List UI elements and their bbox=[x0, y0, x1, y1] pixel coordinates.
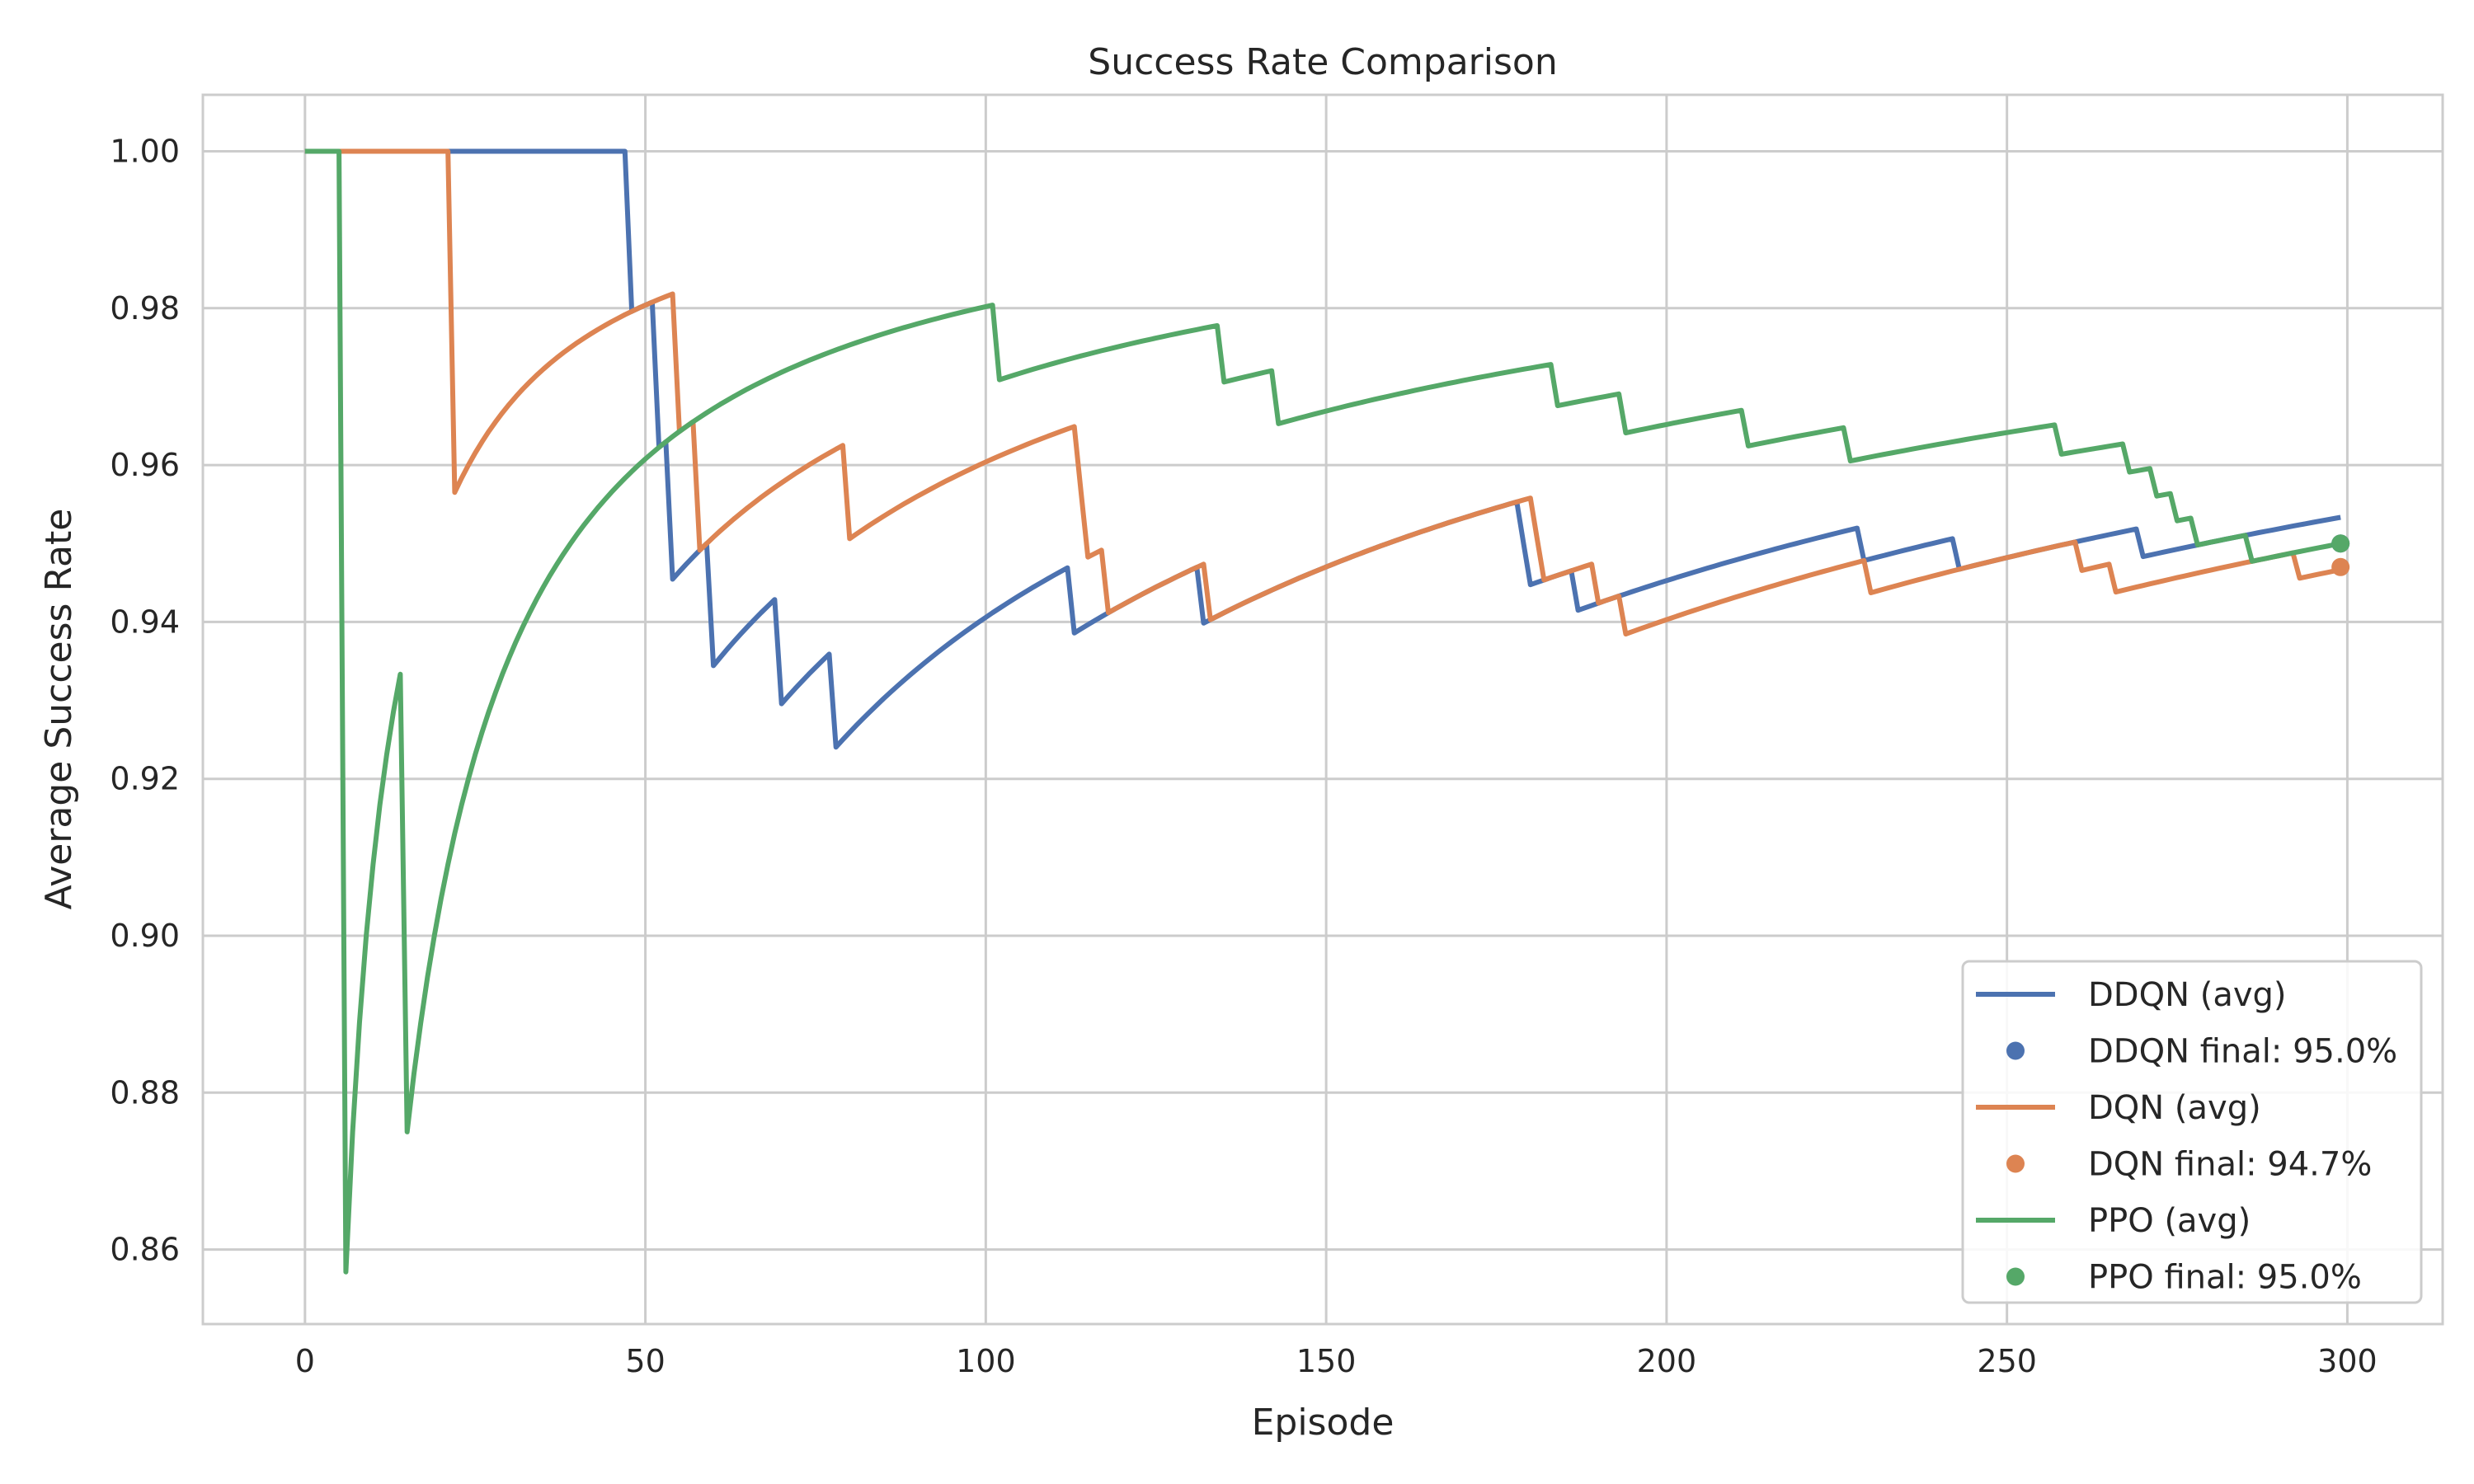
legend-marker-swatch-ppo bbox=[2006, 1267, 2025, 1286]
legend-label: PPO final: 95.0% bbox=[2088, 1259, 2362, 1297]
legend-label: DDQN final: 95.0% bbox=[2088, 1033, 2397, 1071]
y-tick-label: 0.98 bbox=[110, 290, 180, 326]
legend: DDQN (avg) DDQN final: 95.0% DQN (avg) DQN … bbox=[1961, 960, 2423, 1304]
legend-label: DQN final: 94.7% bbox=[2088, 1146, 2372, 1184]
x-axis-label: Episode bbox=[1252, 1402, 1395, 1444]
y-tick-label: 1.00 bbox=[110, 134, 180, 170]
x-tick-label: 50 bbox=[625, 1343, 665, 1379]
legend-label: DQN (avg) bbox=[2088, 1089, 2261, 1127]
y-tick-label: 0.90 bbox=[110, 918, 180, 954]
y-axis-label: Average Success Rate bbox=[38, 509, 80, 910]
x-tick-label: 0 bbox=[295, 1343, 315, 1379]
series-line-ppo bbox=[304, 148, 2341, 1275]
final-markers bbox=[2331, 534, 2350, 576]
x-tick-label: 250 bbox=[1977, 1343, 2037, 1379]
legend-label: DDQN (avg) bbox=[2088, 976, 2287, 1014]
legend-box bbox=[1961, 960, 2423, 1304]
y-tick-label: 0.92 bbox=[110, 761, 180, 797]
y-tick-label: 0.94 bbox=[110, 603, 180, 640]
x-tick-label: 150 bbox=[1296, 1343, 1357, 1379]
final-marker-dqn bbox=[2331, 557, 2350, 576]
x-tick-label: 100 bbox=[956, 1343, 1016, 1379]
legend-marker-swatch-ddqn bbox=[2006, 1041, 2025, 1060]
grid bbox=[203, 95, 2443, 1324]
chart-title: Success Rate Comparison bbox=[1088, 41, 1557, 83]
y-tick-label: 0.86 bbox=[110, 1232, 180, 1268]
x-tick-label: 300 bbox=[2317, 1343, 2378, 1379]
legend-label: PPO (avg) bbox=[2088, 1202, 2251, 1240]
y-tick-label: 0.88 bbox=[110, 1074, 180, 1111]
y-tick-label: 0.96 bbox=[110, 447, 180, 483]
series-line-dqn bbox=[304, 148, 2341, 636]
legend-marker-swatch-dqn bbox=[2006, 1154, 2025, 1173]
series-lines bbox=[304, 148, 2341, 1275]
x-tick-label: 200 bbox=[1637, 1343, 1697, 1379]
y-axis-ticks: 0.86 0.88 0.90 0.92 0.94 0.96 0.98 1.00 bbox=[110, 134, 180, 1268]
final-marker-ppo bbox=[2331, 534, 2350, 553]
plot-frame bbox=[201, 93, 2444, 1326]
x-axis-ticks: 0 50 100 150 200 250 300 bbox=[295, 1343, 2378, 1379]
